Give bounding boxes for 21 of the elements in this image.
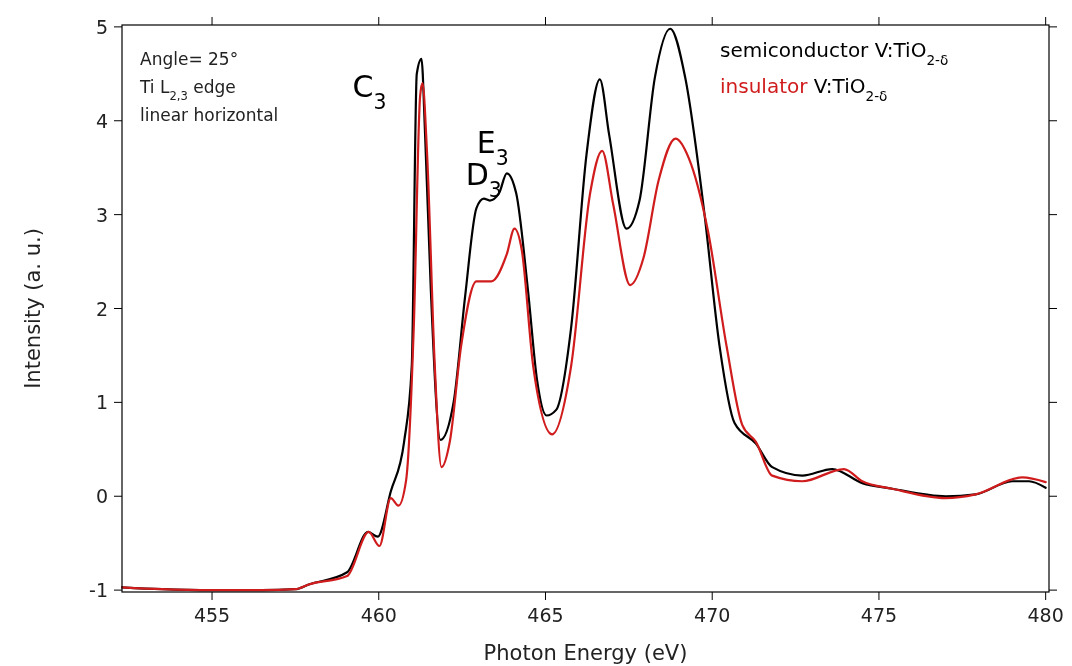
y-axis-title: Intensity (a. u.) (21, 228, 45, 389)
y-tick-label: -1 (89, 579, 108, 602)
y-tick-label: 1 (95, 391, 108, 414)
x-tick-label: 465 (527, 604, 564, 626)
x-tick-label: 455 (193, 604, 231, 626)
x-tick-label: 460 (360, 604, 397, 626)
y-tick-label: 4 (95, 109, 108, 132)
x-tick-label: 480 (1027, 604, 1064, 626)
x-tick-label: 475 (860, 604, 898, 626)
y-tick-label: 2 (95, 297, 108, 320)
legend-label: semiconductor V:TiO$_{2-δ}$ (720, 38, 949, 68)
text: insulator V:TiO$_{2-δ}$ (720, 74, 888, 104)
annotation: Angle= 25° (140, 49, 239, 69)
annotation: Ti L$_{2,3}$ edge (139, 77, 236, 103)
y-tick-label: 3 (95, 203, 108, 226)
x-axis-title: Photon Energy (eV) (483, 641, 688, 665)
annotation: C$_{3}$ (352, 68, 387, 114)
y-tick-label: 0 (95, 485, 108, 508)
x-tick-label: 470 (694, 604, 731, 626)
y-tick-label: 5 (95, 15, 108, 38)
annotation: linear horizontal (140, 105, 279, 125)
